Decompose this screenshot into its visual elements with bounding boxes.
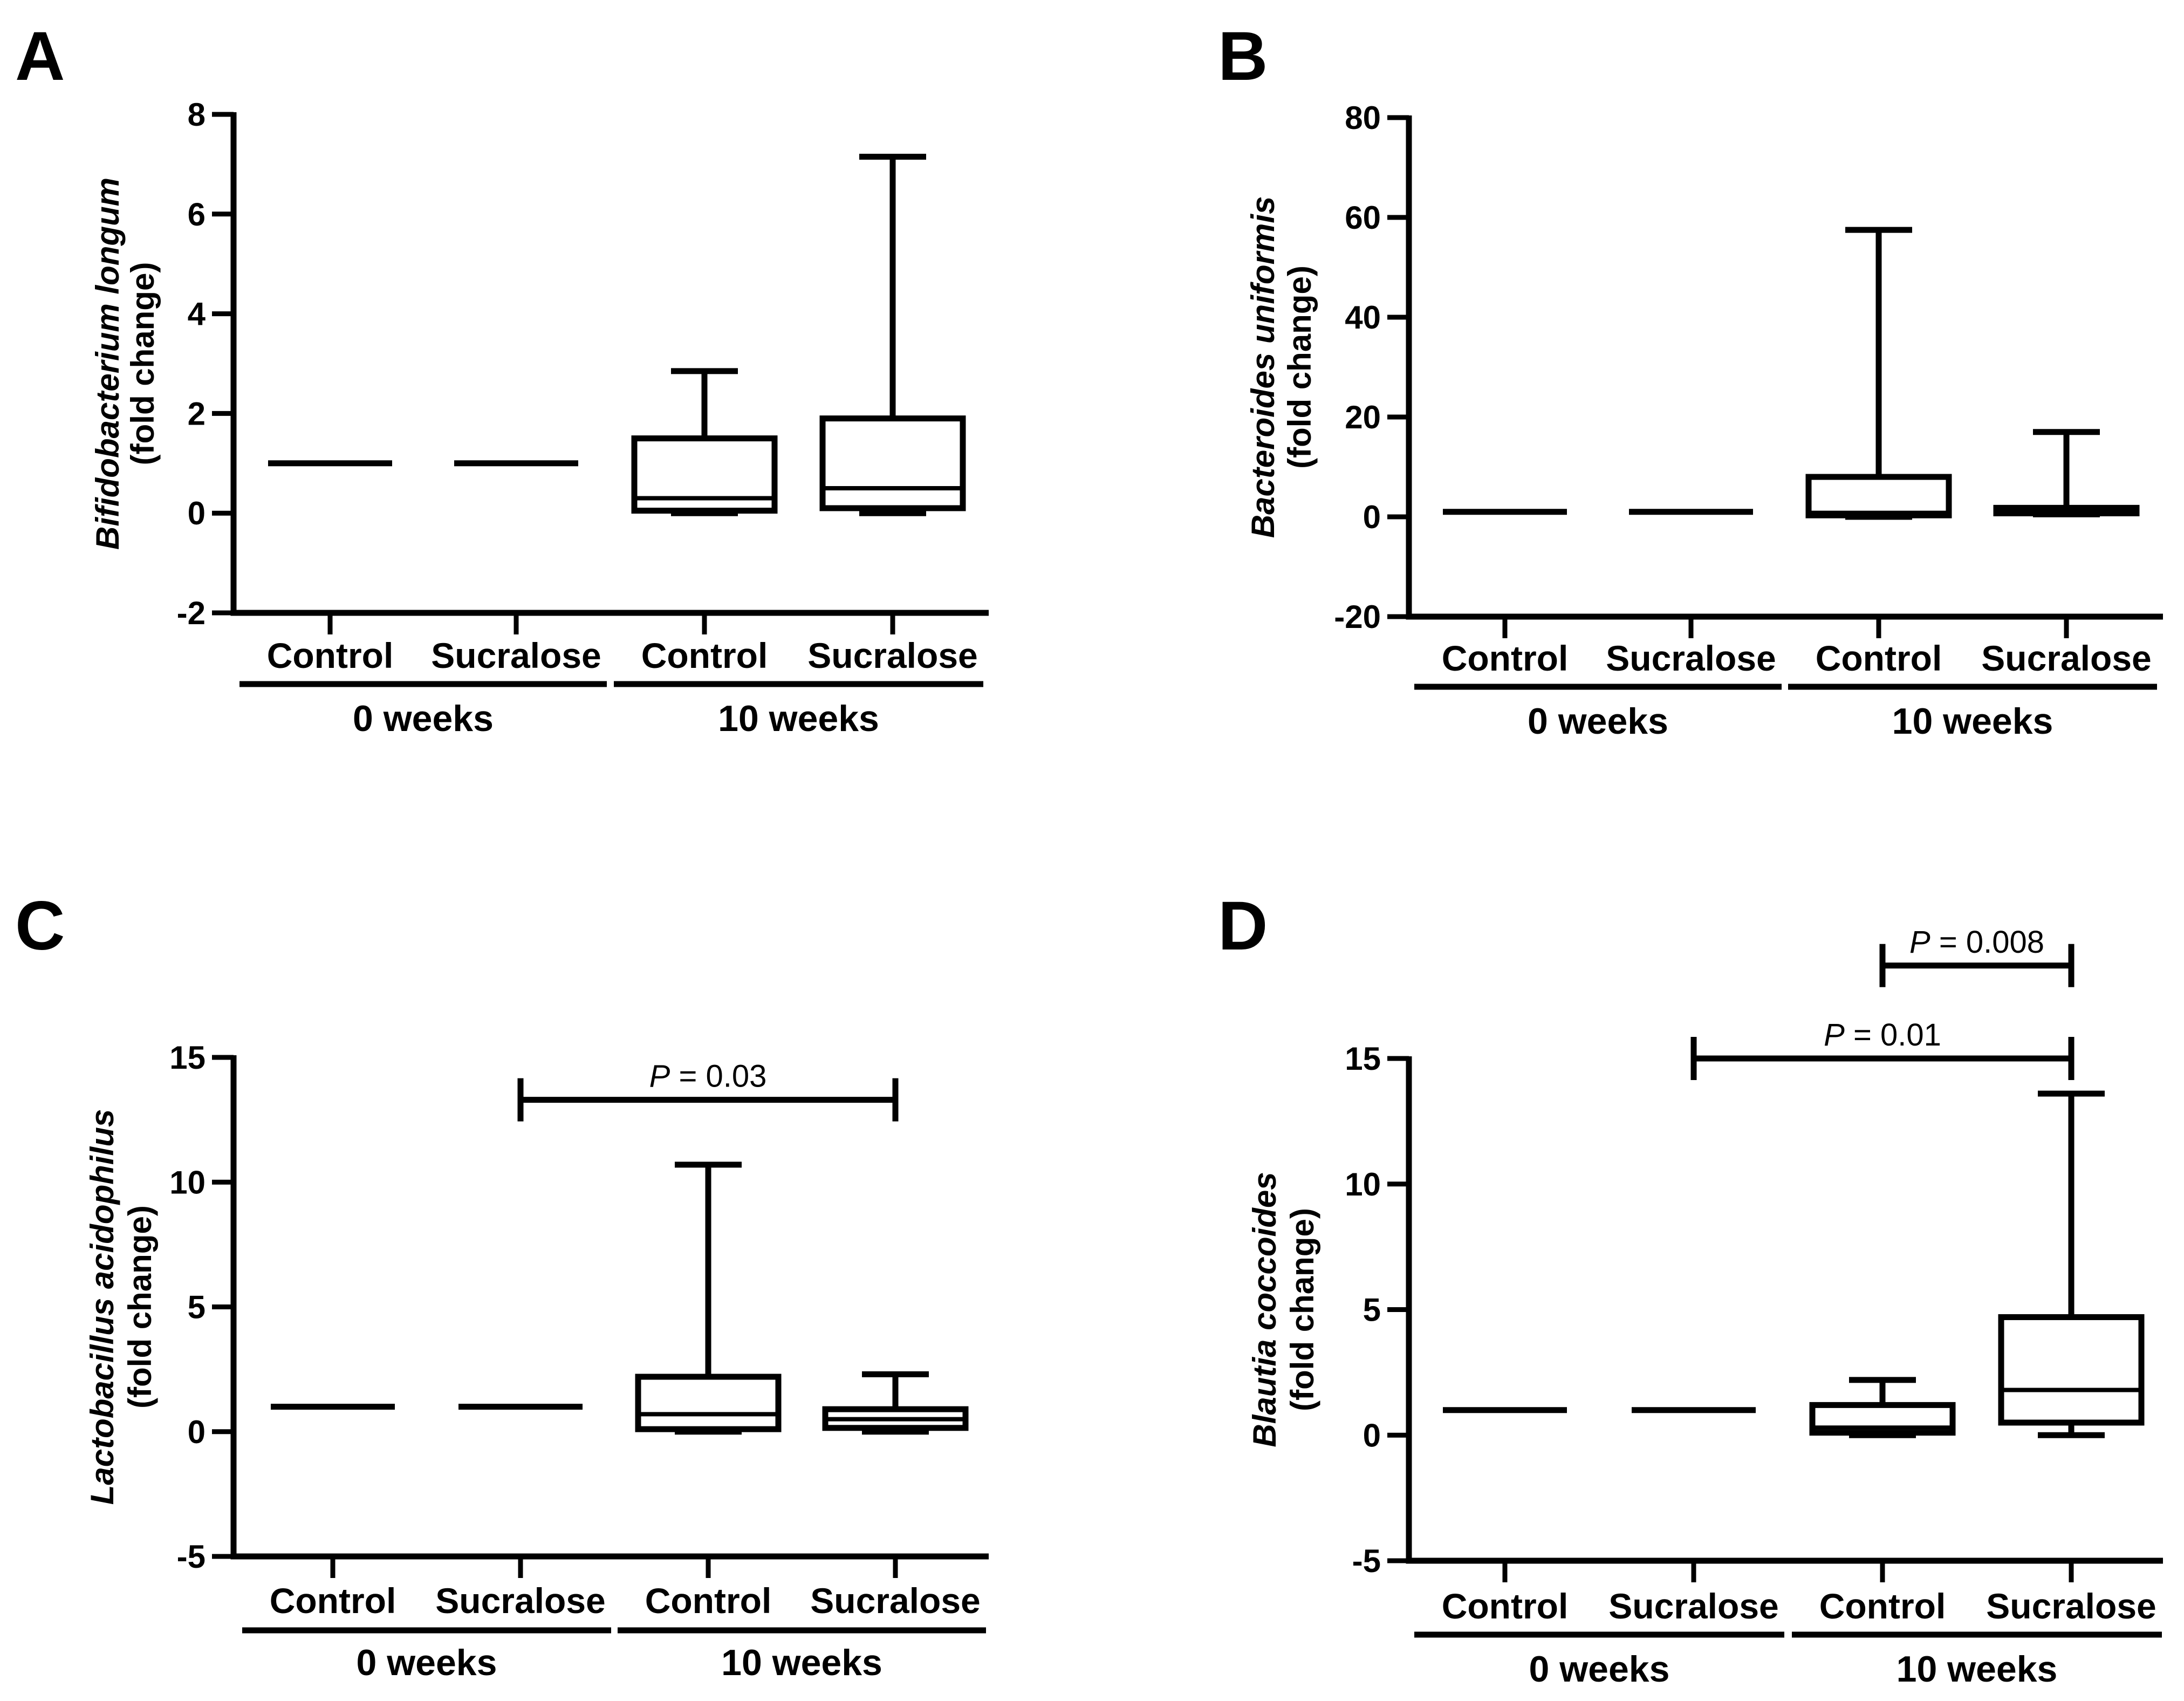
y-tick-label: 10: [1345, 1166, 1381, 1203]
y-tick-label: 8: [188, 97, 206, 133]
y-axis-label-unit: (fold change): [122, 1205, 158, 1409]
y-axis-label-species: Lactobacillus acidophilus: [84, 1109, 120, 1505]
y-tick-label: 0: [1363, 1417, 1381, 1453]
category-label: Control: [645, 1581, 772, 1621]
y-tick-label: 80: [1345, 100, 1381, 136]
group-label: 0 weeks: [357, 1642, 497, 1683]
y-axis-label-species: Bifidobacterium longum: [90, 177, 126, 550]
group-label: 10 weeks: [1897, 1649, 2058, 1690]
y-tick-label: 15: [1345, 1041, 1381, 1077]
group-label: 10 weeks: [1892, 701, 2053, 742]
y-axis-label-unit: (fold change): [1282, 265, 1318, 469]
category-label: Sucralose: [810, 1581, 981, 1621]
y-tick-label: 6: [188, 196, 206, 233]
y-axis-label-species: Bacteroides uniformis: [1245, 196, 1281, 538]
box-rect: [1805, 474, 1952, 518]
p-symbol: P: [1824, 1017, 1845, 1053]
box-rect: [1998, 1314, 2145, 1426]
y-tick-label: 5: [188, 1289, 206, 1326]
significance-bracket: P = 0.03: [517, 1059, 899, 1122]
p-symbol: P: [1909, 925, 1930, 960]
y-tick-label: 10: [169, 1164, 206, 1200]
y-tick-label: 0: [188, 1414, 206, 1450]
p-value-label: P = 0.01: [1824, 1017, 1941, 1053]
y-axis-label-unit: (fold change): [125, 262, 161, 466]
category-label: Sucralose: [1986, 1586, 2156, 1626]
box-3: [819, 154, 966, 516]
box-3: [822, 1371, 969, 1435]
category-label: Control: [270, 1581, 396, 1621]
y-tick-label: 0: [188, 495, 206, 531]
box-3: [1998, 1090, 2145, 1438]
y-tick-label: -5: [1352, 1543, 1381, 1579]
box-2: [1805, 227, 1952, 520]
p-value: = 0.03: [670, 1059, 766, 1094]
panel-d: D -5 0 5 10 15 Control Sucralose Control Sucralos…: [1218, 887, 2163, 1690]
y-tick-label: 40: [1345, 299, 1381, 336]
significance-bracket: P = 0.01: [1690, 1017, 2075, 1080]
significance-bracket: P = 0.008: [1879, 925, 2075, 987]
y-tick-label: 15: [169, 1040, 206, 1076]
category-label: Sucralose: [1981, 638, 2152, 678]
category-label: Control: [1442, 638, 1569, 678]
box-2: [1809, 1377, 1956, 1438]
y-tick-label: 0: [1363, 499, 1381, 535]
y-axis-label-species: Blautia coccoides: [1247, 1172, 1283, 1447]
y-tick-label: -20: [1334, 599, 1381, 635]
panel-letter: D: [1218, 887, 1268, 965]
box-2: [635, 1162, 782, 1435]
y-tick-label: 4: [188, 296, 206, 332]
category-label: Control: [1816, 638, 1942, 678]
y-tick-label: 5: [1363, 1292, 1381, 1328]
p-value: = 0.008: [1930, 925, 2044, 960]
p-value: = 0.01: [1845, 1017, 1941, 1053]
box-rect: [819, 415, 966, 511]
category-label: Sucralose: [435, 1581, 606, 1621]
group-label: 0 weeks: [1529, 1649, 1670, 1690]
group-label: 10 weeks: [718, 698, 879, 739]
category-label: Sucralose: [431, 636, 601, 675]
p-value-label: P = 0.008: [1909, 925, 2044, 960]
category-label: Control: [267, 636, 394, 675]
y-tick-label: 2: [188, 395, 206, 432]
p-value-label: P = 0.03: [649, 1059, 767, 1094]
p-symbol: P: [649, 1059, 670, 1094]
group-label: 10 weeks: [721, 1642, 882, 1683]
panel-c: C -5 0 5 10 15 Control Sucralose Control Sucralos…: [15, 887, 989, 1683]
category-label: Sucralose: [1606, 638, 1776, 678]
category-label: Control: [1819, 1586, 1946, 1626]
box-rect: [635, 1374, 782, 1432]
y-tick-label: 20: [1345, 399, 1381, 435]
y-tick-label: 60: [1345, 200, 1381, 236]
y-tick-label: -5: [177, 1539, 206, 1575]
panel-letter: C: [15, 887, 65, 965]
group-label: 0 weeks: [1528, 701, 1668, 742]
y-tick-label: -2: [177, 595, 206, 631]
category-label: Sucralose: [807, 636, 978, 675]
panel-letter: B: [1218, 18, 1268, 95]
panel-a: A -2 0 2 4 6 8 Control Sucralose Control Sucralose…: [15, 18, 989, 739]
group-label: 0 weeks: [353, 698, 494, 739]
category-label: Control: [1442, 1586, 1569, 1626]
category-label: Sucralose: [1608, 1586, 1779, 1626]
box-3: [1993, 429, 2140, 517]
panel-letter: A: [15, 18, 65, 95]
y-axis-label-unit: (fold change): [1284, 1208, 1320, 1411]
panel-b: B -20 0 20 40 60 80 Control Sucralose Control Sucr…: [1218, 18, 2163, 742]
box-2: [631, 368, 778, 516]
category-label: Control: [641, 636, 768, 675]
